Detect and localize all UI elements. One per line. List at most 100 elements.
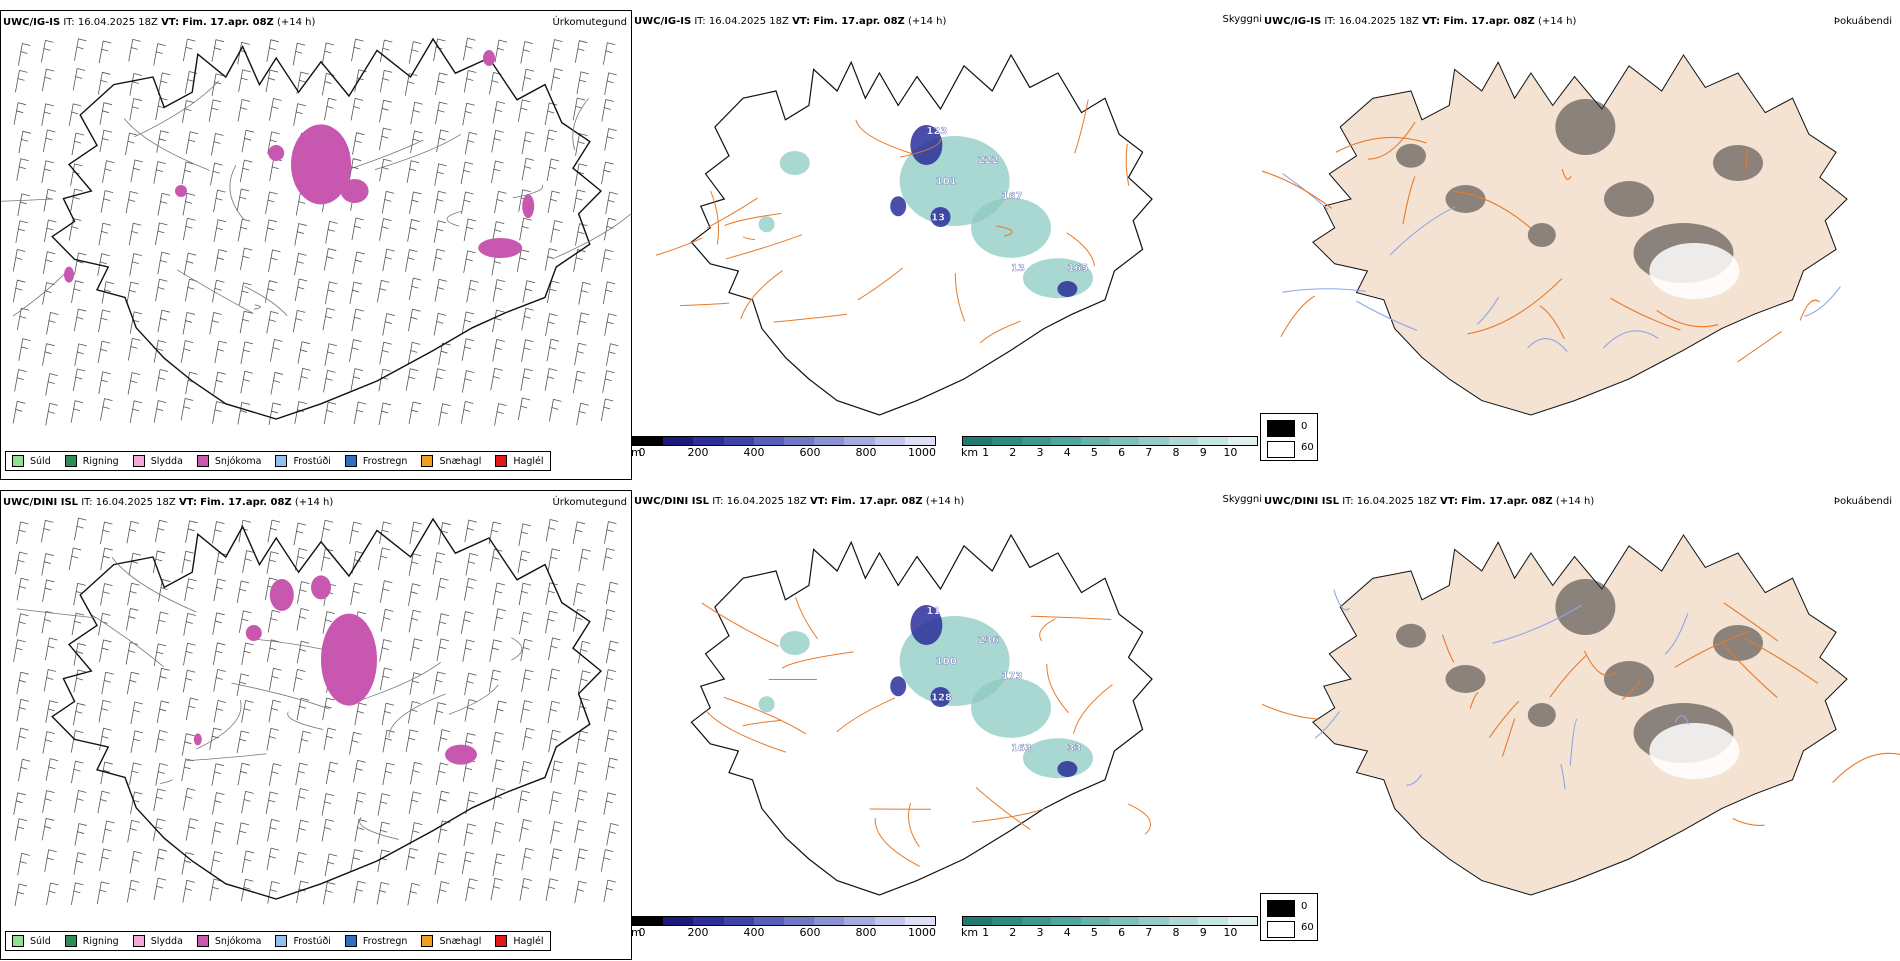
wind-barb xyxy=(242,643,254,665)
wind-barb xyxy=(154,644,166,666)
colorbar-cell xyxy=(844,437,874,445)
colorbar-cell xyxy=(693,917,723,925)
wind-barb xyxy=(382,703,394,725)
colorbar-unit: m xyxy=(631,446,642,459)
colorbar-cell xyxy=(1198,437,1227,445)
wind-barb xyxy=(462,339,474,361)
wind-barb xyxy=(210,312,222,334)
colorbar-cell xyxy=(1110,437,1139,445)
wind-barb xyxy=(266,792,278,814)
wind-barb xyxy=(545,369,557,391)
cloud-base-label: 13 xyxy=(1011,263,1025,274)
wind-barb xyxy=(380,581,392,603)
legend-swatch xyxy=(421,455,433,467)
colorbar-cell xyxy=(963,917,992,925)
wind-barb xyxy=(239,70,251,92)
colorbar-tick: 9 xyxy=(1200,446,1207,459)
wind-barb xyxy=(606,582,618,604)
panel-header: UWC/IG-IS IT: 16.04.2025 18Z VT: Fim. 17… xyxy=(634,16,946,27)
colorbar-cell xyxy=(724,437,754,445)
wind-barb xyxy=(128,373,140,395)
wind-barb xyxy=(294,253,306,275)
colorbar-cell xyxy=(1051,917,1080,925)
wind-barb xyxy=(380,668,392,690)
wind-barb xyxy=(129,553,141,575)
wind-barb xyxy=(127,672,139,694)
wind-barb xyxy=(18,44,30,66)
cloud-base-label: 173 xyxy=(1002,671,1023,682)
legend-label: Snjókoma xyxy=(215,456,262,467)
wind-barb xyxy=(462,852,474,874)
fog-map xyxy=(1262,10,1900,480)
wind-barb xyxy=(573,522,585,544)
wind-barb xyxy=(183,788,195,810)
wind-barb xyxy=(493,760,505,782)
panel-header: UWC/DINI ISL IT: 16.04.2025 18Z VT: Fim.… xyxy=(3,497,333,508)
colorbar-tick: 4 xyxy=(1064,446,1071,459)
wind-barb xyxy=(214,700,226,722)
colorbar-cell xyxy=(1081,437,1110,445)
wind-barb xyxy=(518,100,530,122)
wind-barb xyxy=(17,578,29,600)
wind-barb xyxy=(297,582,309,604)
wind-barb xyxy=(601,162,613,184)
wind-barb xyxy=(154,789,166,811)
wind-barb xyxy=(158,310,170,332)
wind-barb xyxy=(493,854,505,876)
fog-indicator-area xyxy=(1396,624,1426,648)
road-line xyxy=(1733,819,1765,826)
wind-barb xyxy=(435,279,447,301)
wind-barb xyxy=(293,43,305,65)
wind-barb xyxy=(601,399,613,421)
wind-barb xyxy=(521,42,533,64)
low-visibility-area xyxy=(780,151,810,175)
wind-barb xyxy=(464,824,476,846)
colorbar-cell xyxy=(784,437,814,445)
legend-item: Súld xyxy=(12,935,51,947)
wind-barb xyxy=(493,280,505,302)
wind-barb xyxy=(298,342,310,364)
wind-barb xyxy=(237,581,249,603)
wind-barb xyxy=(154,878,166,900)
legend-swatch xyxy=(495,935,507,947)
colorbar-cell xyxy=(633,437,663,445)
wind-barb xyxy=(548,638,560,660)
wind-barb xyxy=(575,881,587,903)
colorbar-tick: 8 xyxy=(1173,446,1180,459)
wind-barb xyxy=(297,641,309,663)
wind-barb xyxy=(575,763,587,785)
wind-barb xyxy=(127,880,139,902)
wind-barb xyxy=(101,191,113,213)
colorbar-tick: 9 xyxy=(1200,926,1207,939)
wind-barb xyxy=(214,190,226,212)
wind-barb xyxy=(212,74,224,96)
road-line xyxy=(17,609,96,618)
wind-barb xyxy=(13,250,25,272)
wind-barb xyxy=(184,614,196,636)
wind-barb xyxy=(491,368,503,390)
wind-barb xyxy=(131,160,143,182)
legend-swatch xyxy=(495,455,507,467)
wind-barb xyxy=(546,314,558,336)
wind-barb xyxy=(213,402,225,424)
wind-barb xyxy=(378,794,390,816)
wind-barb xyxy=(269,403,281,425)
road-line xyxy=(875,818,919,866)
wind-barb xyxy=(240,248,252,270)
wind-barb xyxy=(103,821,115,843)
wind-barb xyxy=(267,640,279,662)
cloud-base-label: 165 xyxy=(1067,263,1088,274)
road-line xyxy=(837,698,896,732)
fog-legend-label: 60 xyxy=(1301,442,1314,453)
wind-barb xyxy=(98,791,110,813)
legend-swatch xyxy=(345,455,357,467)
wind-barb xyxy=(211,163,223,185)
colorbar-tick: 400 xyxy=(744,446,765,459)
colorbar-cell xyxy=(1198,917,1227,925)
wind-barb xyxy=(215,341,227,363)
wind-barb xyxy=(242,791,254,813)
legend-label: Slydda xyxy=(151,456,183,467)
wind-barb xyxy=(409,402,421,424)
